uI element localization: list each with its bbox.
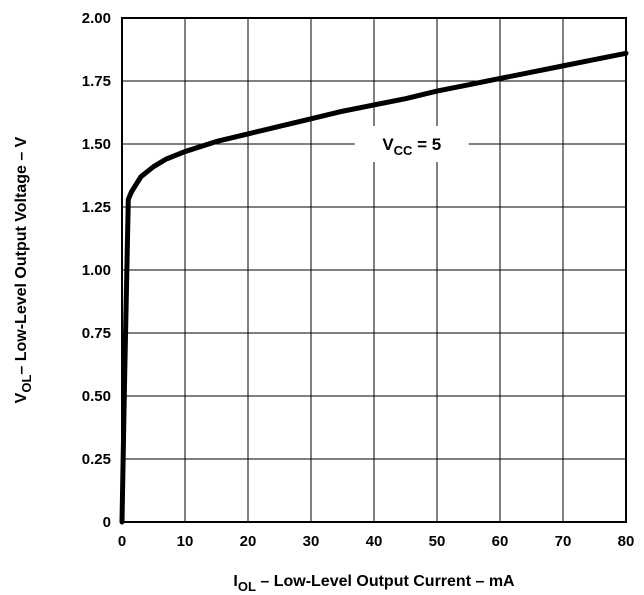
y-tick-label: 1.75 (82, 73, 111, 90)
y-axis-title: VOL– Low-Level Output Voltage – V (13, 136, 34, 403)
y-tick-label: 0 (103, 514, 111, 531)
x-tick-label: 40 (366, 533, 383, 550)
curve-layer (119, 50, 629, 525)
x-tick-label: 50 (429, 533, 446, 550)
x-tick-label: 80 (618, 533, 635, 550)
y-tick-label: 0.25 (82, 451, 111, 468)
y-tick-labels: 0 0.25 0.50 0.75 1.00 1.25 1.50 1.75 2.00 (82, 10, 111, 531)
x-tick-label: 60 (492, 533, 509, 550)
y-tick-label: 0.75 (82, 325, 111, 342)
vcc-annotation: VCC = 5 (354, 126, 469, 162)
vol-curve (119, 50, 629, 525)
y-tick-label: 2.00 (82, 10, 111, 27)
y-tick-label: 1.50 (82, 136, 111, 153)
x-tick-label: 20 (240, 533, 257, 550)
y-tick-label: 1.25 (82, 199, 111, 216)
annotation-label: VCC = 5 (382, 135, 441, 158)
x-tick-label: 30 (303, 533, 320, 550)
y-tick-label: 0.50 (82, 388, 111, 405)
grid (121, 17, 627, 523)
annotation-background (354, 126, 469, 162)
y-tick-label: 1.00 (82, 262, 111, 279)
plot-frame (121, 17, 627, 523)
x-tick-label: 0 (118, 533, 126, 550)
x-axis-title: IOL – Low-Level Output Current – mA (233, 573, 515, 594)
x-tick-labels: 0 10 20 30 40 50 60 70 80 (118, 533, 635, 550)
x-tick-label: 10 (177, 533, 194, 550)
x-tick-label: 70 (555, 533, 572, 550)
